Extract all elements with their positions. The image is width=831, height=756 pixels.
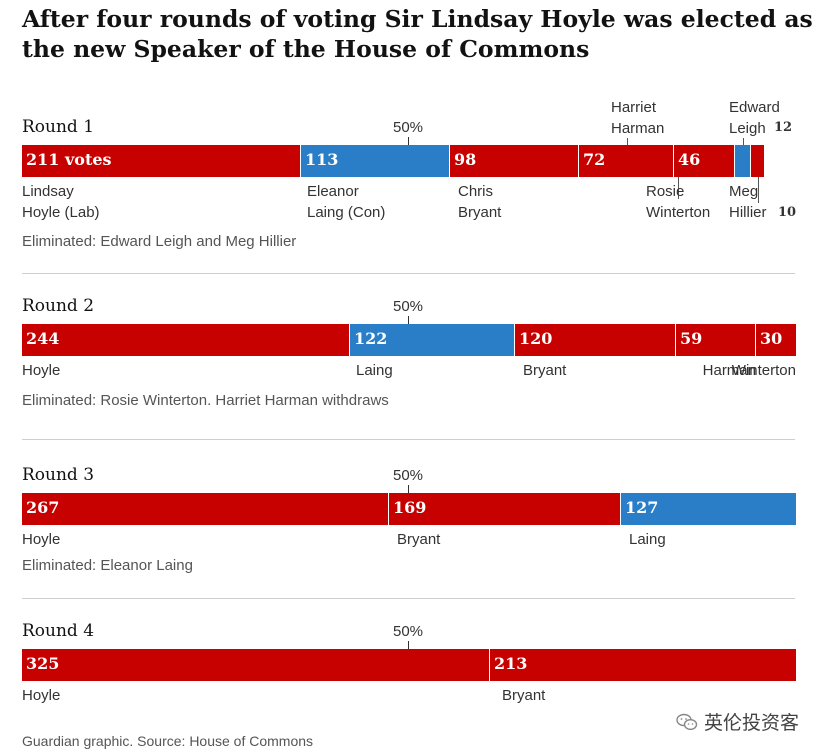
segment-value-label: 72 xyxy=(583,150,605,169)
round-divider xyxy=(22,598,795,599)
segment-value-label: 10 xyxy=(778,205,796,220)
segment-value-label: 46 xyxy=(678,150,700,169)
segment-value-label: 244 xyxy=(26,329,59,348)
candidate-label: Bryant xyxy=(523,360,566,381)
candidate-label: Winterton xyxy=(732,360,796,381)
segment-value-label: 122 xyxy=(354,329,387,348)
chart-title: After four rounds of voting Sir Lindsay … xyxy=(22,4,822,64)
bar-segment: 98 xyxy=(450,145,579,177)
threshold-label: 50% xyxy=(393,119,423,136)
threshold-tick xyxy=(408,137,409,145)
bar-segment: 72 xyxy=(579,145,674,177)
eliminated-note: Eliminated: Rosie Winterton. Harriet Har… xyxy=(22,392,389,409)
segment-value-label: 211 votes xyxy=(26,150,112,169)
segment-value-label: 127 xyxy=(625,498,658,517)
candidate-label: Hoyle xyxy=(22,360,60,381)
bar-segment: 267 xyxy=(22,493,389,525)
segment-value-label: 213 xyxy=(494,654,527,673)
bar-segment: 325 xyxy=(22,649,490,681)
eliminated-note: Eliminated: Eleanor Laing xyxy=(22,557,193,574)
candidate-label: Hoyle xyxy=(22,685,60,706)
threshold-label: 50% xyxy=(393,467,423,484)
round-label: Round 1 xyxy=(22,117,94,137)
round-label: Round 2 xyxy=(22,296,94,316)
round-label: Round 4 xyxy=(22,621,94,641)
source-note: Guardian graphic. Source: House of Commo… xyxy=(22,733,313,749)
bar-segment: 30 xyxy=(756,324,796,356)
candidate-label: Edward Leigh xyxy=(729,97,780,139)
bar-segment: 213 xyxy=(490,649,796,681)
candidate-label: Hoyle xyxy=(22,529,60,550)
candidate-label: Meg Hillier xyxy=(729,181,767,223)
round-divider xyxy=(22,273,795,274)
segment-value-label: 325 xyxy=(26,654,59,673)
candidate-label: Eleanor Laing (Con) xyxy=(307,181,385,223)
bar-segment xyxy=(735,145,751,177)
threshold-label: 50% xyxy=(393,298,423,315)
bar-segment: 113 xyxy=(301,145,450,177)
stacked-bar: 267 169 127 xyxy=(22,493,796,525)
stacked-bar: 211 votes 113 98 72 46 xyxy=(22,145,796,177)
bar-segment xyxy=(751,145,764,177)
bar-segment: 122 xyxy=(350,324,515,356)
watermark-text: 英伦投资客 xyxy=(704,708,799,735)
segment-value-label: 98 xyxy=(454,150,476,169)
round-divider xyxy=(22,439,795,440)
stacked-bar: 244 122 120 59 30 xyxy=(22,324,796,356)
bar-segment: 169 xyxy=(389,493,621,525)
threshold-tick xyxy=(408,641,409,649)
segment-value-label: 30 xyxy=(760,329,782,348)
segment-value-label: 59 xyxy=(680,329,702,348)
bar-segment: 120 xyxy=(515,324,676,356)
wechat-icon xyxy=(676,713,698,731)
segment-value-label: 267 xyxy=(26,498,59,517)
candidate-label: Chris Bryant xyxy=(458,181,501,223)
segment-value-label: 113 xyxy=(305,150,338,169)
watermark: 英伦投资客 xyxy=(676,708,799,735)
stacked-bar: 325 213 xyxy=(22,649,796,681)
candidate-label: Laing xyxy=(356,360,393,381)
candidate-label: Rosie Winterton xyxy=(646,181,710,223)
eliminated-note: Eliminated: Edward Leigh and Meg Hillier xyxy=(22,233,296,250)
threshold-tick xyxy=(408,485,409,493)
candidate-label: Harriet Harman xyxy=(611,97,664,139)
round-label: Round 3 xyxy=(22,465,94,485)
threshold-label: 50% xyxy=(393,623,423,640)
leader-line xyxy=(743,138,744,145)
threshold-tick xyxy=(408,316,409,324)
bar-segment: 244 xyxy=(22,324,350,356)
leader-line xyxy=(627,138,628,145)
segment-value-label: 169 xyxy=(393,498,426,517)
candidate-label: Bryant xyxy=(397,529,440,550)
candidate-label: Bryant xyxy=(502,685,545,706)
bar-segment: 211 votes xyxy=(22,145,301,177)
bar-segment: 59 xyxy=(676,324,756,356)
bar-segment: 46 xyxy=(674,145,735,177)
segment-value-label: 120 xyxy=(519,329,552,348)
candidate-label: Lindsay Hoyle (Lab) xyxy=(22,181,100,223)
candidate-label: Laing xyxy=(629,529,666,550)
bar-segment: 127 xyxy=(621,493,796,525)
